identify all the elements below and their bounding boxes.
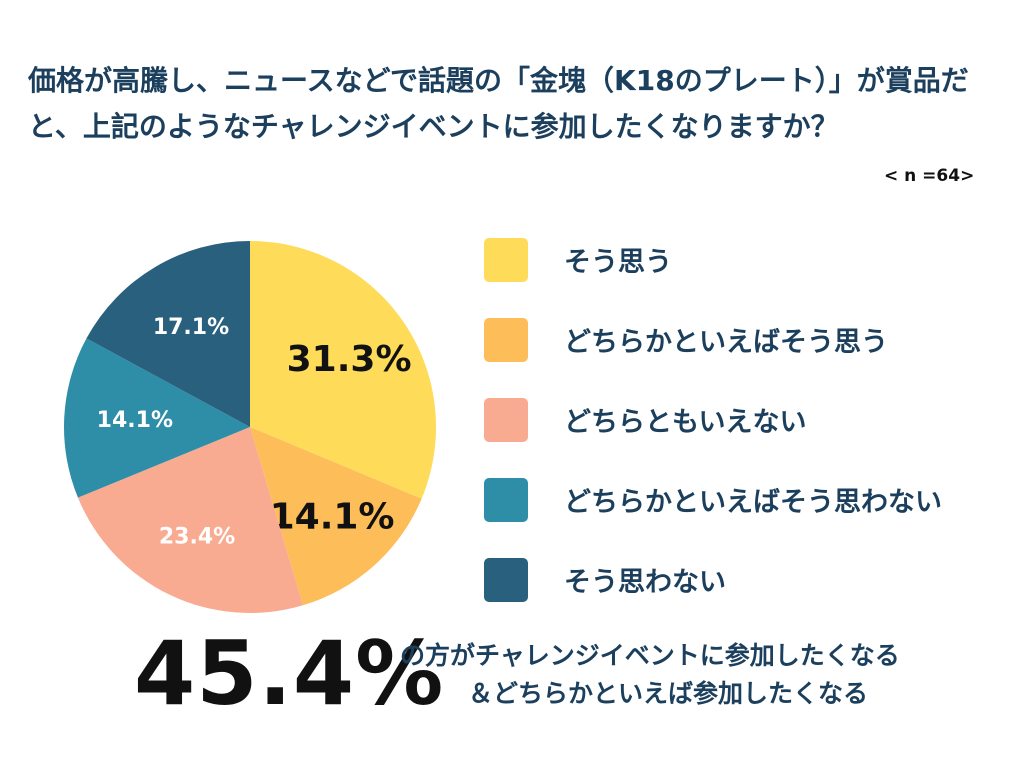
legend-item-sou-omou: そう思う [484,236,1004,282]
legend-label: そう思わない [564,567,726,598]
pie-data-label: 23.4% [159,525,235,550]
chart-title: 価格が高騰し、ニュースなどで話題の「金塊（K18のプレート）」が賞品だと、上記の… [28,64,969,143]
legend-swatch [484,398,528,442]
legend-item-dochiraka-sou-omou: どちらかといえばそう思う [484,316,1004,362]
legend-item-dochiraka-sou-omowanai: どちらかといえばそう思わない [484,476,1004,522]
pie-data-label: 14.1% [97,408,173,433]
summary-line-2: ＆どちらかといえば参加したくなる [468,679,869,708]
pie-slice [250,241,436,499]
pie-slice [63,338,251,498]
legend-swatch [484,558,528,602]
pie-data-label: 31.3% [287,339,412,380]
legend-swatch [484,238,528,282]
pie-chart: 31.3% 14.1% 23.4% 14.1% 17.1% [63,241,436,613]
legend-label: どちらかといえばそう思う [564,327,888,358]
pie-data-label: 14.1% [270,496,395,537]
pie-slice [86,241,250,427]
sample-size-label: < n =64> [884,166,975,186]
legend-item-dochiratomo-ienai: どちらともいえない [484,396,1004,442]
legend-label: そう思う [564,247,672,278]
pie-data-label: 17.1% [153,315,229,340]
legend-item-sou-omowanai: そう思わない [484,556,1004,602]
legend-label: どちらかといえばそう思わない [564,487,942,518]
pie-slice [250,427,422,606]
pie-slice [77,427,304,613]
legend-label: どちらともいえない [564,407,807,438]
summary-percentage: 45.4% [134,622,445,725]
legend-swatch [484,478,528,522]
legend-swatch [484,318,528,362]
summary-line-1: の方がチャレンジイベントに参加したくなる [400,641,900,670]
